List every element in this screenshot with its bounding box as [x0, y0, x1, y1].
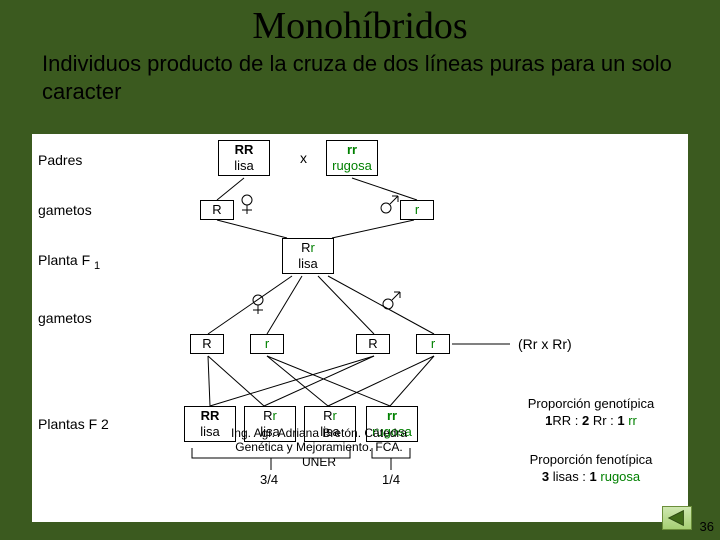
monohybrid-diagram: Padres gametos Planta F 1 gametos Planta… [32, 134, 688, 522]
gamete2-4: r [416, 334, 450, 354]
label-padres: Padres [38, 152, 82, 168]
gamete1-r: r [400, 200, 434, 220]
slide-subtitle: Individuos producto de la cruza de dos l… [0, 48, 720, 111]
label-gametos1: gametos [38, 202, 92, 218]
slide-number: 36 [700, 519, 714, 534]
parent1-box: RR lisa [218, 140, 270, 176]
nav-back-button[interactable] [662, 506, 692, 530]
credit-text: Ing. Agr. Adriana Bretón. Cátedra Genéti… [214, 426, 424, 469]
label-gametos2: gametos [38, 310, 92, 326]
parent2-box: rr rugosa [326, 140, 378, 176]
gamete1-R: R [200, 200, 234, 220]
fraction-14: 1/4 [382, 472, 400, 487]
label-crossRr: (Rr x Rr) [518, 336, 572, 352]
slide-title: Monohíbridos [0, 0, 720, 48]
f1-box: Rr lisa [282, 238, 334, 274]
cross-symbol: x [300, 150, 307, 166]
gamete2-3: R [356, 334, 390, 354]
gamete2-2: r [250, 334, 284, 354]
label-plantaF1: Planta F 1 [38, 252, 100, 272]
phenotypic-proportion: Proporción fenotípica 3 lisas : 1 rugosa [498, 452, 684, 486]
genotypic-proportion: Proporción genotípica 1RR : 2 Rr : 1 rr [498, 396, 684, 430]
gamete2-1: R [190, 334, 224, 354]
fraction-34: 3/4 [260, 472, 278, 487]
label-plantasF2: Plantas F 2 [38, 416, 109, 432]
